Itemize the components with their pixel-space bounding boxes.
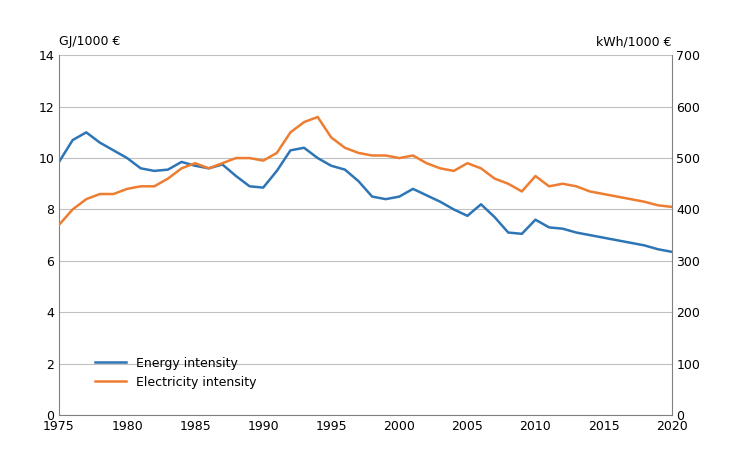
- Energy intensity: [68, 137, 77, 143]
- Electricity intensity: [449, 168, 458, 174]
- Electricity intensity: [558, 181, 567, 187]
- Electricity intensity: [204, 165, 213, 171]
- Electricity intensity: [177, 165, 186, 171]
- Energy intensity: [477, 201, 486, 207]
- Electricity intensity: [422, 160, 431, 166]
- Energy intensity: [627, 240, 635, 246]
- Electricity intensity: [123, 186, 131, 192]
- Energy intensity: [286, 148, 295, 153]
- Energy intensity: [409, 186, 418, 192]
- Electricity intensity: [477, 165, 486, 171]
- Legend: Energy intensity, Electricity intensity: Energy intensity, Electricity intensity: [90, 352, 261, 394]
- Energy intensity: [137, 165, 145, 171]
- Energy intensity: [599, 235, 608, 241]
- Energy intensity: [313, 155, 322, 161]
- Text: kWh/1000 €: kWh/1000 €: [596, 35, 672, 48]
- Electricity intensity: [82, 196, 91, 202]
- Electricity intensity: [517, 189, 526, 194]
- Electricity intensity: [55, 222, 63, 228]
- Energy intensity: [640, 242, 649, 248]
- Electricity intensity: [409, 153, 418, 158]
- Energy intensity: [272, 168, 281, 174]
- Electricity intensity: [300, 119, 308, 125]
- Electricity intensity: [667, 204, 676, 210]
- Energy intensity: [150, 168, 159, 174]
- Energy intensity: [327, 163, 336, 169]
- Energy intensity: [382, 196, 390, 202]
- Electricity intensity: [463, 160, 472, 166]
- Electricity intensity: [627, 196, 635, 202]
- Energy intensity: [123, 155, 131, 161]
- Energy intensity: [259, 185, 268, 190]
- Electricity intensity: [435, 165, 444, 171]
- Energy intensity: [517, 231, 526, 236]
- Electricity intensity: [490, 176, 499, 181]
- Energy intensity: [435, 199, 444, 205]
- Electricity intensity: [640, 199, 649, 205]
- Electricity intensity: [232, 155, 241, 161]
- Energy intensity: [531, 217, 540, 223]
- Electricity intensity: [95, 191, 104, 197]
- Electricity intensity: [572, 183, 581, 189]
- Electricity intensity: [272, 150, 281, 156]
- Electricity intensity: [368, 153, 376, 158]
- Energy intensity: [164, 167, 173, 172]
- Energy intensity: [109, 148, 118, 153]
- Text: GJ/1000 €: GJ/1000 €: [59, 35, 120, 48]
- Energy intensity: [232, 173, 241, 179]
- Energy intensity: [95, 140, 104, 145]
- Energy intensity: [490, 214, 499, 220]
- Line: Energy intensity: Energy intensity: [59, 132, 672, 252]
- Electricity intensity: [68, 207, 77, 212]
- Electricity intensity: [382, 153, 390, 158]
- Electricity intensity: [150, 183, 159, 189]
- Electricity intensity: [613, 194, 621, 199]
- Electricity intensity: [545, 183, 554, 189]
- Electricity intensity: [190, 160, 199, 166]
- Energy intensity: [545, 225, 554, 230]
- Electricity intensity: [327, 135, 336, 140]
- Electricity intensity: [354, 150, 363, 156]
- Electricity intensity: [259, 158, 268, 163]
- Energy intensity: [245, 183, 254, 189]
- Energy intensity: [667, 249, 676, 254]
- Energy intensity: [204, 165, 213, 171]
- Electricity intensity: [340, 145, 349, 151]
- Energy intensity: [558, 226, 567, 231]
- Electricity intensity: [109, 191, 118, 197]
- Energy intensity: [354, 178, 363, 184]
- Energy intensity: [395, 194, 404, 199]
- Electricity intensity: [654, 202, 663, 208]
- Energy intensity: [300, 145, 308, 151]
- Energy intensity: [572, 230, 581, 235]
- Energy intensity: [449, 207, 458, 212]
- Energy intensity: [504, 230, 513, 235]
- Line: Electricity intensity: Electricity intensity: [59, 117, 672, 225]
- Electricity intensity: [531, 173, 540, 179]
- Electricity intensity: [137, 183, 145, 189]
- Electricity intensity: [218, 160, 227, 166]
- Energy intensity: [463, 213, 472, 219]
- Electricity intensity: [585, 189, 594, 194]
- Energy intensity: [82, 130, 91, 135]
- Energy intensity: [190, 163, 199, 169]
- Electricity intensity: [599, 191, 608, 197]
- Electricity intensity: [286, 130, 295, 135]
- Electricity intensity: [164, 176, 173, 181]
- Energy intensity: [340, 167, 349, 172]
- Energy intensity: [218, 162, 227, 167]
- Electricity intensity: [395, 155, 404, 161]
- Energy intensity: [585, 232, 594, 238]
- Energy intensity: [613, 237, 621, 243]
- Energy intensity: [55, 159, 63, 165]
- Electricity intensity: [313, 114, 322, 120]
- Energy intensity: [368, 194, 376, 199]
- Energy intensity: [177, 159, 186, 165]
- Energy intensity: [654, 247, 663, 252]
- Energy intensity: [422, 193, 431, 198]
- Electricity intensity: [245, 155, 254, 161]
- Electricity intensity: [504, 181, 513, 187]
